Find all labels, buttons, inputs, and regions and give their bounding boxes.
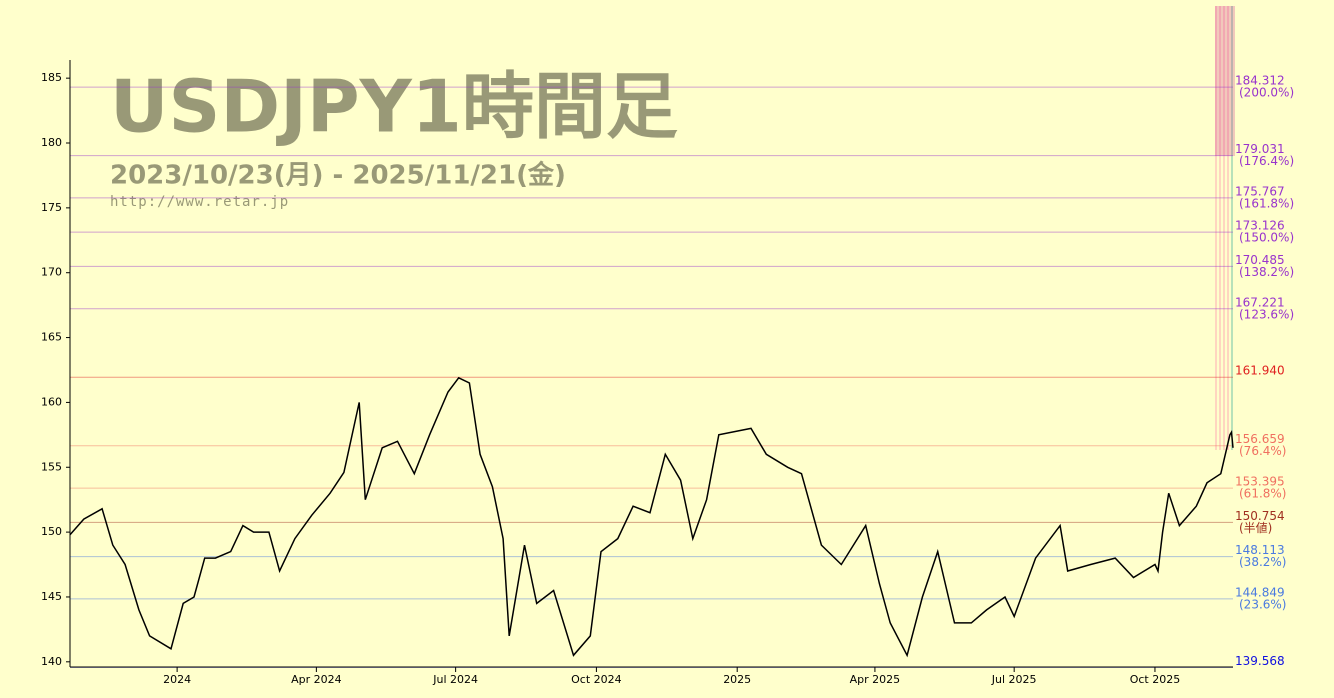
level-label: 167.221 bbox=[1235, 295, 1285, 309]
x-tick-label: Apr 2025 bbox=[850, 673, 901, 686]
source-url: http://www.retar.jp bbox=[110, 194, 289, 210]
level-label: 184.312 bbox=[1235, 74, 1285, 88]
level-label: 153.395 bbox=[1235, 475, 1285, 489]
level-note: (161.8%) bbox=[1239, 196, 1294, 210]
level-note: (61.8%) bbox=[1239, 487, 1286, 501]
level-label: 161.940 bbox=[1235, 364, 1285, 378]
marker-band bbox=[1215, 6, 1235, 156]
level-note: (200.0%) bbox=[1239, 86, 1294, 100]
y-tick-label: 155 bbox=[41, 460, 62, 473]
level-note: (138.2%) bbox=[1239, 265, 1294, 279]
level-note: (38.2%) bbox=[1239, 555, 1286, 569]
level-note: (半値) bbox=[1239, 520, 1272, 535]
level-label: 144.849 bbox=[1235, 585, 1285, 599]
level-note: (23.6%) bbox=[1239, 597, 1286, 611]
x-tick-label: Apr 2024 bbox=[291, 673, 342, 686]
y-tick-label: 140 bbox=[41, 655, 62, 668]
y-tick-label: 185 bbox=[41, 71, 62, 84]
level-note: (150.0%) bbox=[1239, 231, 1294, 245]
x-tick-label: Jul 2025 bbox=[991, 673, 1037, 686]
level-label: 173.126 bbox=[1235, 219, 1285, 233]
chart-subtitle: 2023/10/23(月) - 2025/11/21(金) bbox=[110, 160, 566, 191]
level-note: (76.4%) bbox=[1239, 444, 1286, 458]
level-label: 170.485 bbox=[1235, 253, 1285, 267]
level-label: 139.568 bbox=[1235, 654, 1285, 668]
level-note: (176.4%) bbox=[1239, 154, 1294, 168]
x-tick-label: Oct 2024 bbox=[571, 673, 622, 686]
level-label: 150.754 bbox=[1235, 509, 1285, 523]
y-tick-label: 145 bbox=[41, 590, 62, 603]
y-tick-label: 150 bbox=[41, 525, 62, 538]
y-tick-label: 170 bbox=[41, 266, 62, 279]
y-tick-label: 180 bbox=[41, 136, 62, 149]
x-tick-label: 2024 bbox=[163, 673, 191, 686]
level-note: (123.6%) bbox=[1239, 307, 1294, 321]
y-tick-label: 165 bbox=[41, 331, 62, 344]
y-tick-label: 160 bbox=[41, 395, 62, 408]
right-markers bbox=[1215, 6, 1233, 450]
y-tick-label: 175 bbox=[41, 201, 62, 214]
level-label: 148.113 bbox=[1235, 543, 1285, 557]
price-line bbox=[69, 376, 1234, 658]
x-tick-label: Oct 2025 bbox=[1130, 673, 1181, 686]
level-label: 179.031 bbox=[1235, 142, 1285, 156]
x-tick-label: Jul 2024 bbox=[432, 673, 478, 686]
level-label: 156.659 bbox=[1235, 432, 1285, 446]
level-label: 175.767 bbox=[1235, 184, 1285, 198]
x-tick-label: 2025 bbox=[723, 673, 751, 686]
chart-title: USDJPY1時間足 bbox=[110, 65, 678, 149]
